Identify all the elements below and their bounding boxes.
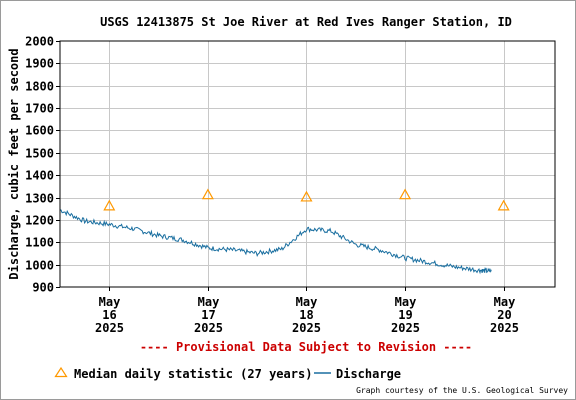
x-tick-day: 16	[102, 308, 116, 322]
x-tick-day: 18	[299, 308, 313, 322]
x-tick-year: 2025	[490, 321, 519, 335]
x-tick-day: 19	[398, 308, 412, 322]
y-tick-label-1100: 1100	[25, 236, 54, 250]
median-triangle-marker	[201, 188, 214, 200]
y-tick-label-2000: 2000	[25, 35, 54, 49]
x-tick-day: 17	[201, 308, 215, 322]
y-tick-label-900: 900	[32, 281, 54, 295]
legend-triangle-icon	[54, 366, 68, 378]
plot-area	[60, 41, 555, 287]
y-tick-label-1800: 1800	[25, 80, 54, 94]
series-layer	[59, 188, 510, 275]
x-tick-month: May	[395, 295, 417, 309]
median-triangle-marker	[300, 190, 313, 202]
x-axis-ticks: May162025May172025May182025May192025May2…	[95, 287, 519, 335]
median-triangle-marker	[103, 199, 116, 211]
x-tick-month: May	[296, 295, 318, 309]
x-tick-month: May	[99, 295, 121, 309]
provisional-notice: ---- Provisional Data Subject to Revisio…	[140, 340, 472, 354]
x-tick-day: 20	[497, 308, 511, 322]
x-tick-month: May	[494, 295, 516, 309]
y-tick-label-1000: 1000	[25, 259, 54, 273]
y-axis-label: Discharge, cubic feet per second	[7, 48, 21, 279]
median-triangle-marker	[399, 188, 412, 200]
chart-title: USGS 12413875 St Joe River at Red Ives R…	[100, 15, 512, 29]
x-tick-year: 2025	[292, 321, 321, 335]
credit-text: Graph courtesy of the U.S. Geological Su…	[356, 386, 568, 395]
x-tick-year: 2025	[391, 321, 420, 335]
legend-discharge-label: Discharge	[336, 367, 401, 381]
y-tick-label-1900: 1900	[25, 57, 54, 71]
legend: Median daily statistic (27 years) Discha…	[54, 366, 401, 381]
legend-median-label: Median daily statistic (27 years)	[74, 367, 312, 381]
discharge-series-line	[59, 209, 492, 275]
y-tick-label-1500: 1500	[25, 147, 54, 161]
x-tick-year: 2025	[194, 321, 223, 335]
y-tick-label-1200: 1200	[25, 214, 54, 228]
grid-lines	[60, 41, 555, 287]
y-axis-ticks: 900 1000 1100 1200 1300 1400 1500 1600 1700 1800 1…	[25, 35, 60, 295]
y-tick-label-1600: 1600	[25, 124, 54, 138]
y-tick-label-1300: 1300	[25, 192, 54, 206]
plot-border	[59, 40, 556, 288]
x-tick-month: May	[198, 295, 220, 309]
y-tick-label-1700: 1700	[25, 102, 54, 116]
y-tick-label-1400: 1400	[25, 169, 54, 183]
x-tick-year: 2025	[95, 321, 124, 335]
median-triangle-marker	[497, 199, 510, 211]
